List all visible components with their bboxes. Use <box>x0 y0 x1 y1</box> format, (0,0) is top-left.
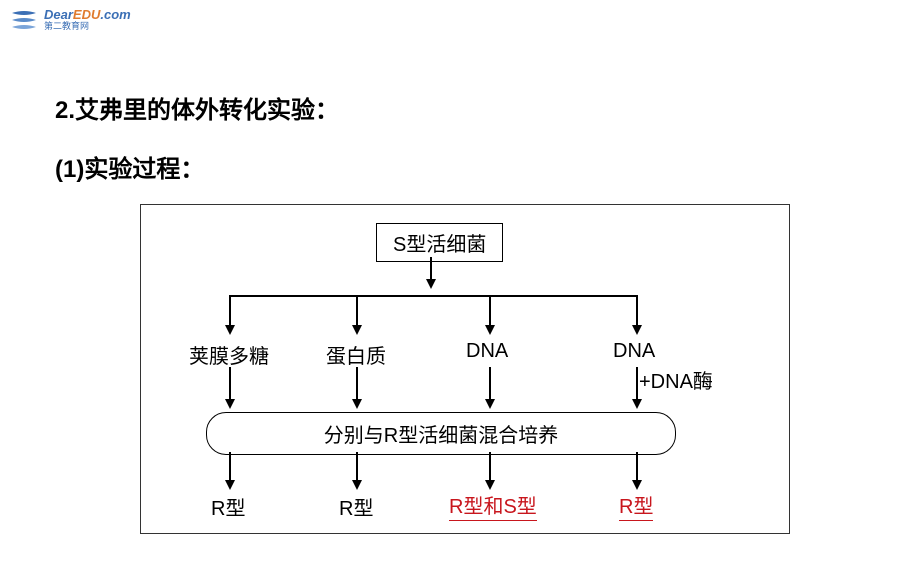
arrow-r3 <box>489 452 491 480</box>
arrow-r1 <box>229 452 231 480</box>
arrow-m4 <box>636 367 638 399</box>
arrow-m1-head <box>225 399 235 409</box>
arrow-b4 <box>636 295 638 325</box>
logo-icon <box>10 9 38 31</box>
arrow-b2 <box>356 295 358 325</box>
branch-3: DNA <box>466 340 508 363</box>
branch-1: 荚膜多糖 <box>189 340 269 369</box>
branch-4: DNA <box>613 340 655 363</box>
diagram: S型活细菌 荚膜多糖 蛋白质 DNA DNA +DNA酶 <box>141 205 789 533</box>
arrow-m1 <box>229 367 231 399</box>
middle-node: 分别与R型活细菌混合培养 <box>206 412 676 455</box>
heading: 2.艾弗里的体外转化实验： <box>55 90 865 125</box>
branch-2: 蛋白质 <box>326 340 386 369</box>
logo-area: DearEDU.com 第二教育网 <box>10 8 131 32</box>
arrow-r3-head <box>485 480 495 490</box>
arrow-b4-head <box>632 325 642 335</box>
arrow-root-head <box>426 279 436 289</box>
arrow-r1-head <box>225 480 235 490</box>
branch-hline <box>229 295 637 297</box>
arrow-m2-head <box>352 399 362 409</box>
arrow-m3-head <box>485 399 495 409</box>
arrow-b3-head <box>485 325 495 335</box>
arrow-b2-head <box>352 325 362 335</box>
arrow-b1-head <box>225 325 235 335</box>
arrow-b3 <box>489 295 491 325</box>
arrow-r2 <box>356 452 358 480</box>
content: 2.艾弗里的体外转化实验： (1)实验过程： S型活细菌 荚膜多糖 蛋白质 DN… <box>55 90 865 534</box>
logo-brand-suffix: .com <box>100 7 130 22</box>
logo-brand-blue: Dear <box>44 7 73 22</box>
logo-subtitle: 第二教育网 <box>44 22 131 32</box>
arrow-m3 <box>489 367 491 399</box>
result-3-text: R型和S型 <box>449 496 537 521</box>
result-4-text: R型 <box>619 496 653 521</box>
subheading: (1)实验过程： <box>55 149 865 184</box>
arrow-root-down <box>430 257 432 279</box>
result-4: R型 <box>619 490 653 519</box>
arrow-r2-head <box>352 480 362 490</box>
diagram-container: S型活细菌 荚膜多糖 蛋白质 DNA DNA +DNA酶 <box>140 204 790 534</box>
arrow-m4-head <box>632 399 642 409</box>
logo-text: DearEDU.com 第二教育网 <box>44 8 131 32</box>
arrow-m2 <box>356 367 358 399</box>
root-node: S型活细菌 <box>376 223 503 262</box>
result-3: R型和S型 <box>449 490 537 519</box>
logo-brand-orange: EDU <box>73 7 100 22</box>
result-1: R型 <box>211 492 245 521</box>
branch-4-extra: +DNA酶 <box>639 365 713 394</box>
arrow-r4-head <box>632 480 642 490</box>
result-2: R型 <box>339 492 373 521</box>
arrow-b1 <box>229 295 231 325</box>
arrow-r4 <box>636 452 638 480</box>
